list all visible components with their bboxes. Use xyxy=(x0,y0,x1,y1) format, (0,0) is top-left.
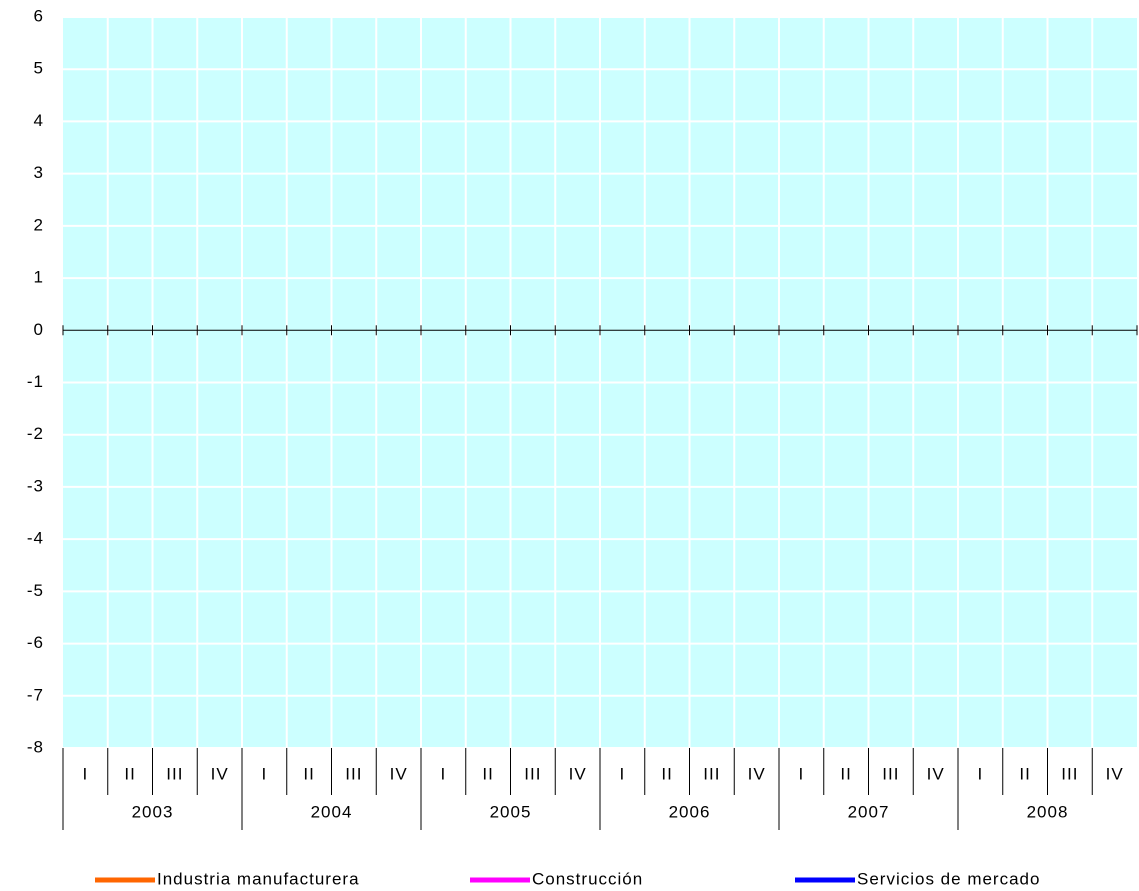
x-tick-label: IV xyxy=(748,764,766,783)
y-tick-label: -6 xyxy=(27,633,44,652)
y-tick-label: -4 xyxy=(27,529,44,548)
y-tick-label: -1 xyxy=(27,372,44,391)
x-tick-label: IV xyxy=(211,764,229,783)
y-tick-label: 4 xyxy=(34,111,44,130)
y-tick-label: -7 xyxy=(27,685,44,704)
x-group-label: 2003 xyxy=(132,802,174,821)
x-group-label: 2005 xyxy=(490,802,532,821)
x-tick-label: III xyxy=(524,764,541,783)
x-tick-label: I xyxy=(83,764,89,783)
x-tick-label: III xyxy=(703,764,720,783)
x-tick-label: II xyxy=(303,764,314,783)
x-tick-label: II xyxy=(482,764,493,783)
x-tick-label: I xyxy=(441,764,447,783)
x-tick-label: I xyxy=(262,764,268,783)
x-tick-label: III xyxy=(345,764,362,783)
x-group-label: 2004 xyxy=(311,802,353,821)
x-group-label: 2007 xyxy=(848,802,890,821)
x-group-label: 2006 xyxy=(669,802,711,821)
x-tick-label: I xyxy=(620,764,626,783)
x-tick-label: IV xyxy=(1106,764,1124,783)
y-tick-label: 3 xyxy=(34,163,44,182)
y-tick-label: 5 xyxy=(34,59,44,78)
x-tick-label: IV xyxy=(569,764,587,783)
y-tick-label: -5 xyxy=(27,581,44,600)
x-tick-label: II xyxy=(840,764,851,783)
y-tick-label: -8 xyxy=(27,737,44,756)
y-tick-label: -3 xyxy=(27,476,44,495)
x-tick-label: III xyxy=(1061,764,1078,783)
x-group-label: 2008 xyxy=(1027,802,1069,821)
y-tick-label: 2 xyxy=(34,215,44,234)
x-tick-label: II xyxy=(1019,764,1030,783)
x-tick-label: III xyxy=(166,764,183,783)
legend-label: Servicios de mercado xyxy=(857,869,1040,888)
y-tick-label: 0 xyxy=(34,320,44,339)
legend-label: Industria manufacturera xyxy=(157,869,360,888)
legend-label: Construcción xyxy=(532,869,643,888)
y-tick-label: -2 xyxy=(27,424,44,443)
x-tick-label: II xyxy=(124,764,135,783)
x-tick-label: I xyxy=(799,764,805,783)
x-tick-label: IV xyxy=(390,764,408,783)
x-tick-label: I xyxy=(978,764,984,783)
y-tick-label: 6 xyxy=(34,6,44,25)
x-tick-label: II xyxy=(661,764,672,783)
x-tick-label: IV xyxy=(927,764,945,783)
x-tick-label: III xyxy=(882,764,899,783)
y-tick-label: 1 xyxy=(34,268,44,287)
